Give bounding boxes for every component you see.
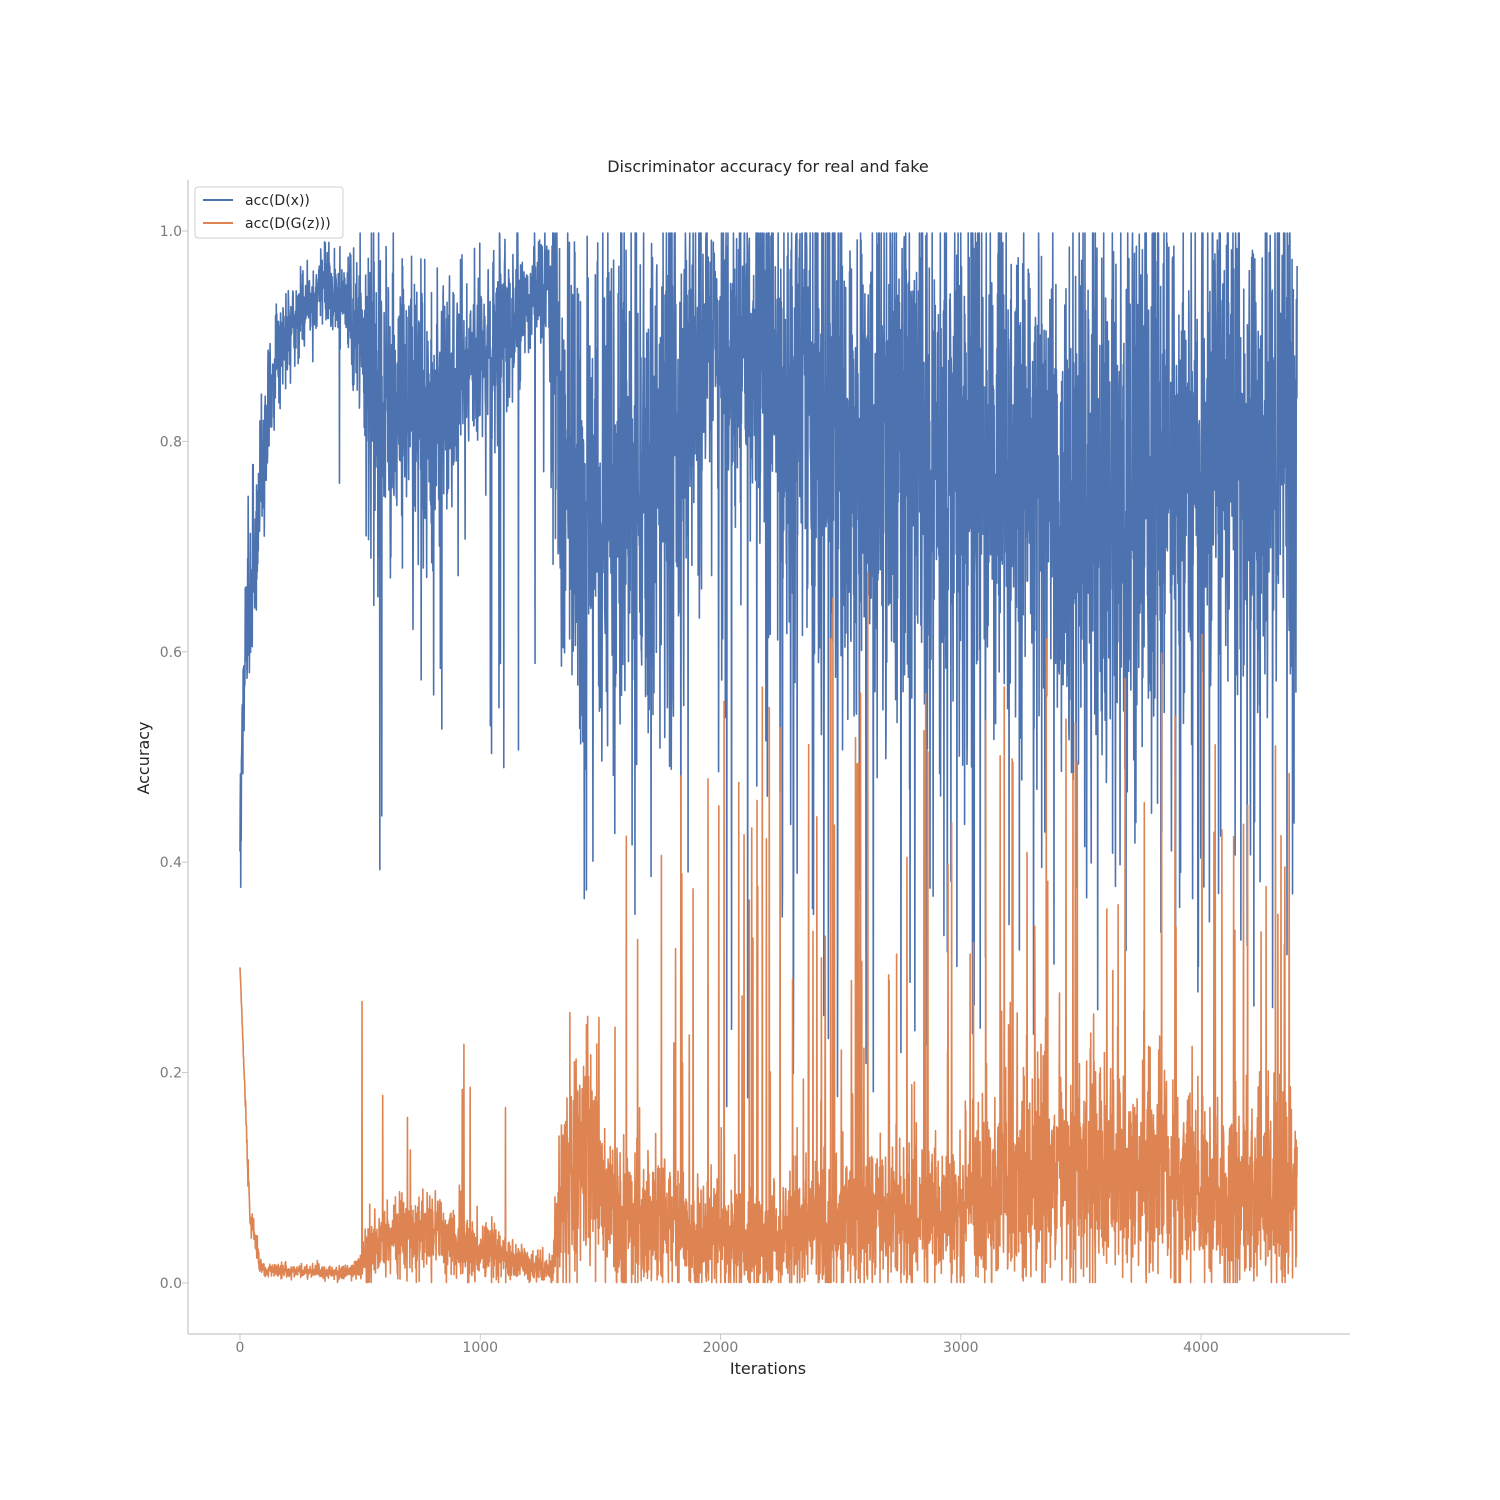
x-axis-ticks: 0 1000 2000 3000 4000 [236,1334,1219,1356]
x-tick-label: 2000 [703,1340,739,1356]
x-axis-label: Iterations [730,1359,806,1378]
y-tick-label: 0.2 [160,1066,182,1082]
y-tick-label: 0.6 [160,645,182,661]
y-axis-label: Accuracy [134,721,153,794]
y-tick-label: 0.8 [160,434,182,450]
y-tick-label: 0.0 [160,1276,182,1292]
series-line-dx [239,232,1298,1108]
y-axis-ticks: 0.0 0.2 0.4 0.6 0.8 1.0 [160,224,188,1292]
x-tick-label: 4000 [1183,1340,1219,1356]
x-tick-label: 0 [236,1340,245,1356]
legend-entry-dx: acc(D(x)) [245,193,310,209]
legend: acc(D(x)) acc(D(G(z))) [194,186,344,239]
legend-entry-dgz: acc(D(G(z))) [245,216,331,232]
plot-area [239,232,1298,1284]
x-tick-label: 3000 [943,1340,979,1356]
y-tick-label: 0.4 [160,855,182,871]
series-line-dgz [239,571,1298,1284]
series-layer [239,232,1298,1284]
y-tick-label: 1.0 [160,224,182,240]
chart-title: Discriminator accuracy for real and fake [607,157,929,176]
x-tick-label: 1000 [462,1340,498,1356]
